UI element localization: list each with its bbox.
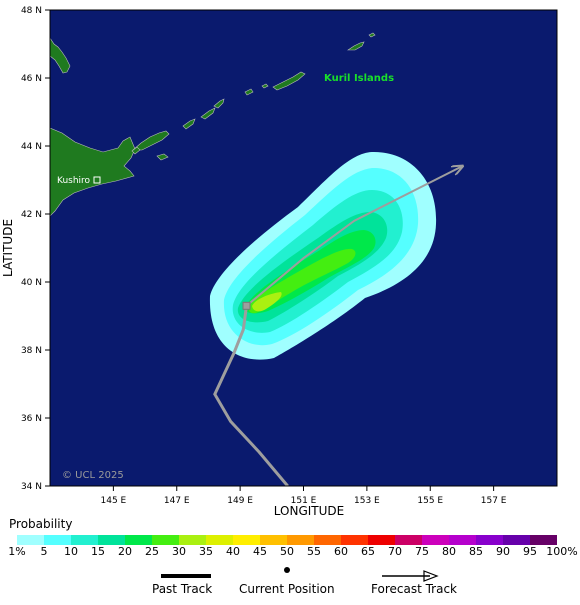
colorbar-swatch <box>368 535 395 545</box>
colorbar-swatch <box>287 535 314 545</box>
colorbar-swatch <box>422 535 449 545</box>
sakhalin-landmass <box>50 37 71 74</box>
colorbar-label: 90 <box>496 545 510 558</box>
y-tick-label: 42 N <box>21 210 42 220</box>
y-tick-label: 40 N <box>21 278 42 288</box>
colorbar-swatch <box>476 535 503 545</box>
x-tick-label: 151 E <box>291 496 317 506</box>
colorbar-label: 95 <box>523 545 537 558</box>
colorbar-label: 25 <box>145 545 159 558</box>
forecast-track-line <box>245 166 462 307</box>
y-tick-label: 38 N <box>21 346 42 356</box>
colorbar-swatch <box>98 535 125 545</box>
colorbar-label: 35 <box>199 545 213 558</box>
colorbar-label: 70 <box>388 545 402 558</box>
colorbar-label: 65 <box>361 545 375 558</box>
x-axis-ticks: 145 E 147 E 149 E 151 E 153 E 155 E 157 E <box>101 486 507 506</box>
colorbar-label: 45 <box>253 545 267 558</box>
colorbar-swatch <box>179 535 206 545</box>
x-tick-label: 153 E <box>354 496 380 506</box>
colorbar-label: 100% <box>546 545 578 558</box>
x-tick-label: 147 E <box>164 496 190 506</box>
colorbar-swatch <box>152 535 179 545</box>
track-map: Kushiro Kuril Islands © UCL 2025 145 E 14… <box>1 6 558 518</box>
colorbar-label: 85 <box>469 545 483 558</box>
y-tick-label: 36 N <box>21 414 42 424</box>
colorbar-swatch <box>449 535 476 545</box>
colorbar-label: 60 <box>334 545 348 558</box>
colorbar-label: 1% <box>8 545 26 558</box>
current-position-legend-dot <box>284 567 290 573</box>
colorbar-label: 5 <box>40 545 48 558</box>
region-label: Kuril Islands <box>324 73 394 84</box>
colorbar-label: 80 <box>442 545 456 558</box>
colorbar-swatch <box>125 535 152 545</box>
forecast-track-legend-arrowhead <box>423 570 439 582</box>
x-axis-label: LONGITUDE <box>274 504 344 518</box>
y-tick-label: 44 N <box>21 142 42 152</box>
colorbar-label: 20 <box>118 545 132 558</box>
colorbar-label: 30 <box>172 545 186 558</box>
kuril-islands <box>131 32 376 161</box>
probability-colorbar <box>17 535 557 545</box>
track-legend: Past Track Current Position Forecast Tra… <box>0 565 580 605</box>
watermark: © UCL 2025 <box>62 470 124 481</box>
contour-30pct <box>252 292 282 312</box>
colorbar-label: 40 <box>226 545 240 558</box>
colorbar-swatch <box>530 535 557 545</box>
y-tick-label: 48 N <box>21 6 42 16</box>
y-tick-label: 34 N <box>21 482 42 492</box>
x-tick-label: 145 E <box>101 496 127 506</box>
colorbar-swatch <box>206 535 233 545</box>
past-track-legend-label: Past Track <box>152 582 213 596</box>
colorbar-swatch <box>44 535 71 545</box>
x-tick-label: 155 E <box>417 496 443 506</box>
y-axis-ticks: 34 N 36 N 38 N 40 N 42 N 44 N 46 N 48 N <box>21 6 50 492</box>
hokkaido-landmass <box>50 127 136 217</box>
colorbar-swatch <box>233 535 260 545</box>
colorbar-swatch <box>314 535 341 545</box>
forecast-track-legend-label: Forecast Track <box>371 582 457 596</box>
colorbar-label: 15 <box>91 545 105 558</box>
colorbar-swatch <box>71 535 98 545</box>
city-label: Kushiro <box>57 176 91 186</box>
colorbar-label: 55 <box>307 545 321 558</box>
y-axis-label: LATITUDE <box>1 219 15 277</box>
x-tick-label: 157 E <box>481 496 507 506</box>
colorbar-label: 10 <box>64 545 78 558</box>
colorbar-labels: 1% 5 10 15 20 25 30 35 40 45 50 55 60 65 70 75 80 85 90 95 1… <box>0 545 580 561</box>
x-tick-label: 149 E <box>227 496 253 506</box>
colorbar-label: 50 <box>280 545 294 558</box>
past-track-line <box>213 305 289 486</box>
current-position-legend-label: Current Position <box>239 582 335 596</box>
city-marker <box>93 176 101 184</box>
colorbar-swatch <box>341 535 368 545</box>
colorbar-swatch <box>503 535 530 545</box>
colorbar-swatch <box>395 535 422 545</box>
current-position-marker <box>242 301 251 310</box>
legend-title: Probability <box>9 517 73 531</box>
colorbar-swatch <box>17 535 44 545</box>
colorbar-swatch <box>260 535 287 545</box>
y-tick-label: 46 N <box>21 74 42 84</box>
colorbar-label: 75 <box>415 545 429 558</box>
